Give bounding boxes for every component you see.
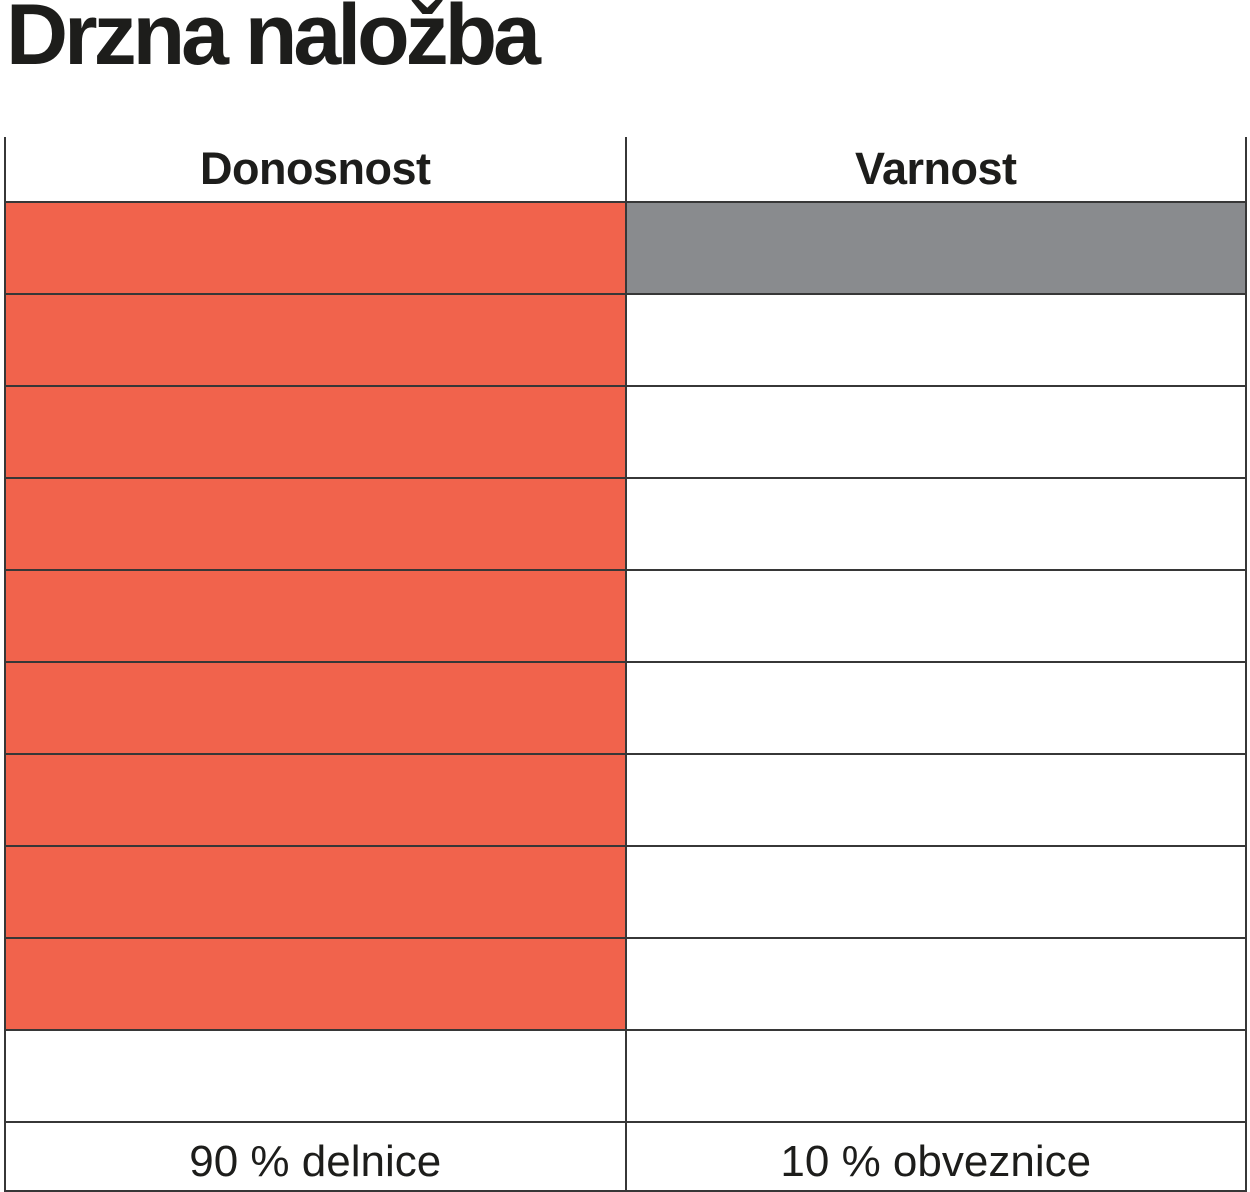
chart-title: Drzna naložba [6,0,541,83]
filled-cell-donosnost [6,571,625,661]
filled-cell-donosnost [6,387,625,477]
rating-table: Donosnost Varnost 90 % delnice 10 % obve… [4,137,1247,1192]
empty-cell-donosnost [6,1031,625,1121]
filled-cell-varnost [624,203,1245,293]
empty-cell-varnost [624,847,1246,937]
filled-cell-donosnost [6,939,625,1029]
footer-label-obveznice: 10 % obveznice [624,1123,1246,1190]
table-row [6,661,1245,753]
filled-cell-donosnost [6,847,625,937]
table-row [6,569,1245,661]
rating-rows [6,201,1245,1121]
filled-cell-donosnost [6,755,625,845]
empty-cell-varnost [624,387,1246,477]
footer-row: 90 % delnice 10 % obveznice [6,1121,1245,1190]
empty-cell-varnost [624,755,1246,845]
table-row [6,753,1245,845]
empty-cell-varnost [624,939,1246,1029]
table-row [6,937,1245,1029]
table-row [6,845,1245,937]
filled-cell-donosnost [6,663,625,753]
empty-cell-varnost [624,571,1246,661]
empty-cell-varnost [624,1031,1246,1121]
filled-cell-donosnost [6,479,625,569]
table-row [6,201,1245,293]
table-row [6,293,1245,385]
footer-label-delnice: 90 % delnice [189,1136,442,1186]
table-row [6,477,1245,569]
column-header-varnost: Varnost [624,137,1246,201]
empty-cell-varnost [624,295,1246,385]
header-row: Donosnost Varnost [6,137,1245,201]
filled-cell-donosnost [6,295,625,385]
empty-cell-varnost [624,479,1246,569]
empty-cell-varnost [624,663,1246,753]
column-header-donosnost: Donosnost [200,143,431,194]
filled-cell-donosnost [6,203,625,293]
table-row [6,1029,1245,1121]
table-row [6,385,1245,477]
